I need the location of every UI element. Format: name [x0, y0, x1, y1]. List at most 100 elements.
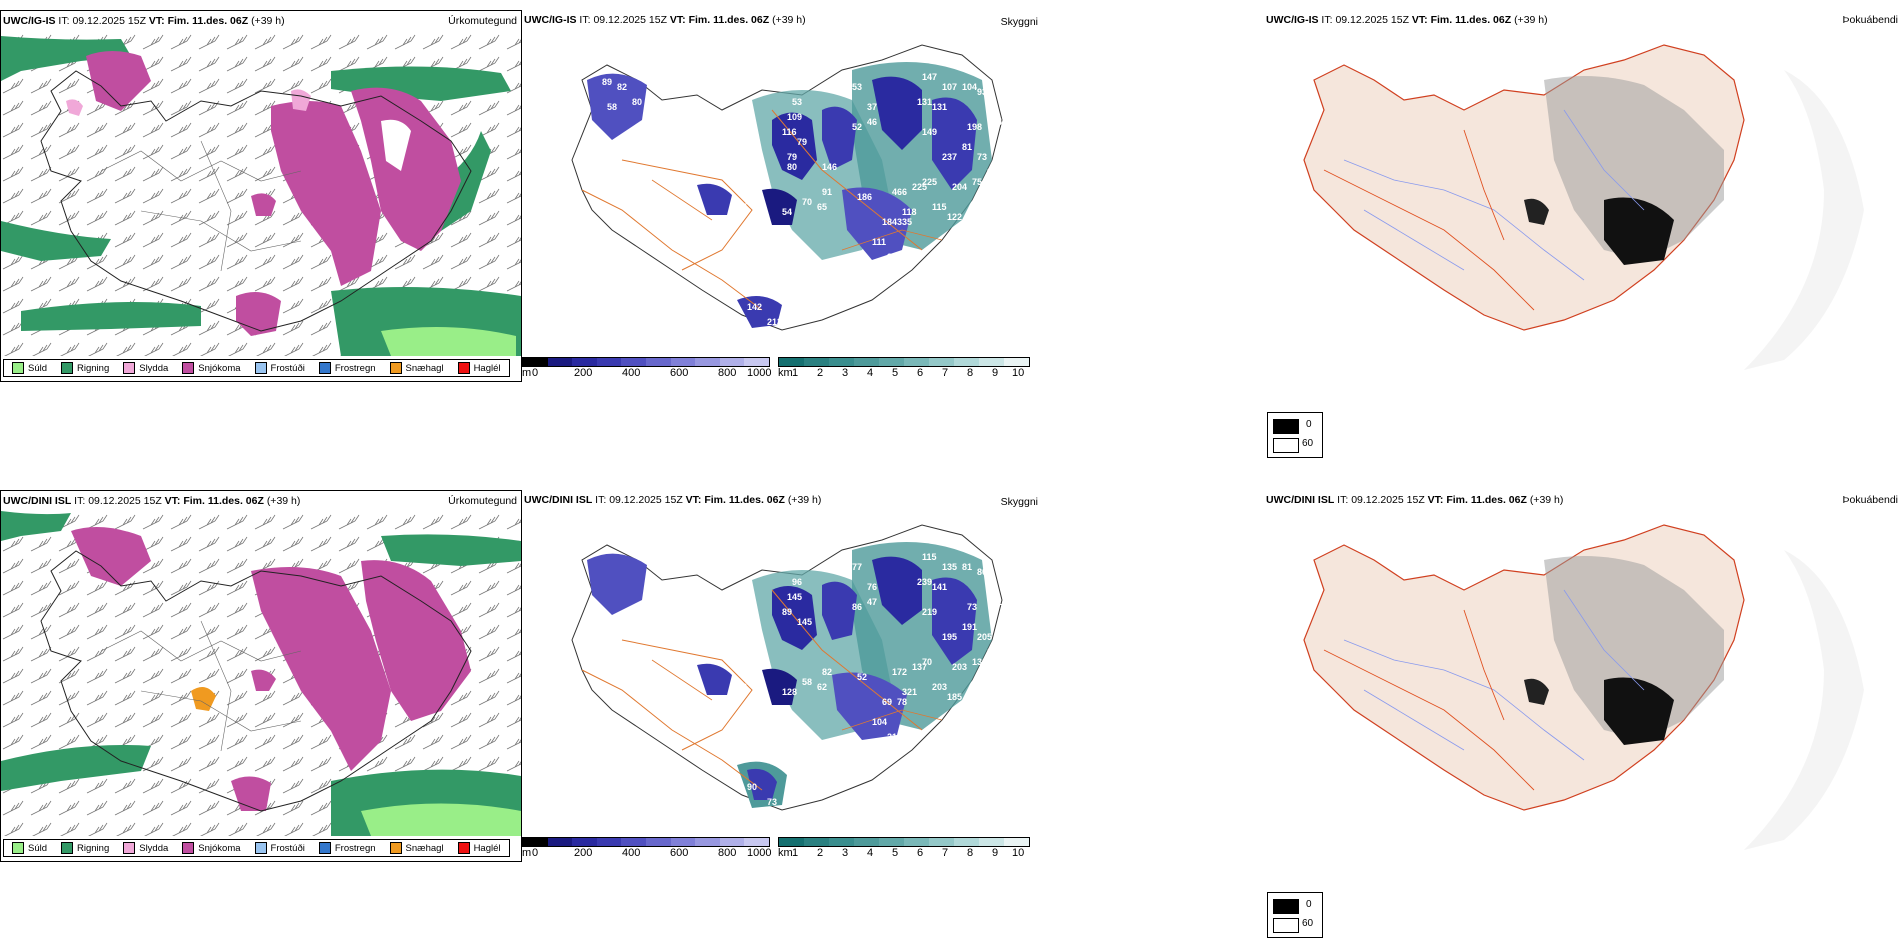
- height-label: 335: [897, 217, 912, 227]
- height-label: 52: [737, 682, 747, 692]
- legend-item: Slydda: [123, 362, 168, 374]
- height-label: 185: [947, 692, 962, 702]
- height-label: 118: [902, 207, 917, 217]
- fog-title-bottom: UWC/DINI ISL IT: 09.12.2025 15Z VT: Fim.…: [1266, 494, 1564, 506]
- height-label: 245: [877, 277, 892, 287]
- legend-item: Haglél: [457, 362, 501, 374]
- vis-scale-tick: 4: [867, 847, 874, 859]
- height-label: 89: [782, 607, 792, 617]
- precip-map-top: [1, 31, 521, 356]
- height-label: 130: [972, 657, 987, 667]
- vis-scale-tick: 4: [867, 367, 874, 379]
- fog-label-bottom: Þokuábendi: [1842, 494, 1898, 506]
- vis-scale-tick: 3: [842, 367, 849, 379]
- height-scale-tick: 600: [670, 847, 689, 859]
- height-label: 225: [912, 182, 927, 192]
- height-label: 195: [942, 632, 957, 642]
- height-label: 16: [637, 132, 647, 142]
- fog-title-top: UWC/IG-IS IT: 09.12.2025 15Z VT: Fim. 11…: [1266, 14, 1548, 26]
- fog-legend-top: 0 60: [1267, 412, 1323, 458]
- precip-map-bottom: [1, 511, 521, 836]
- height-label: 75: [737, 202, 747, 212]
- height-scale-tick: 0: [532, 847, 539, 859]
- height-label: 237: [987, 647, 1002, 657]
- fog-map-top: [1303, 44, 1864, 370]
- fog-legend-bottom: 0 60: [1267, 892, 1323, 938]
- vis-scale-bar-top: [778, 357, 1030, 367]
- height-label: 65: [817, 202, 827, 212]
- height-label: 219: [922, 607, 937, 617]
- height-label: 52: [852, 122, 862, 132]
- height-label: 69: [882, 697, 892, 707]
- visibility-title-top: UWC/IG-IS IT: 09.12.2025 15Z VT: Fim. 11…: [524, 14, 806, 26]
- height-label: 338: [887, 252, 902, 262]
- fog-map-bottom: [1303, 524, 1864, 850]
- height-label: 184: [882, 217, 897, 227]
- legend-item: Snæhagl: [389, 362, 444, 374]
- height-scale-tick: 0: [532, 367, 539, 379]
- height-label: 109: [967, 692, 982, 702]
- height-label: 191: [962, 622, 977, 632]
- visibility-title-bottom: UWC/DINI ISL IT: 09.12.2025 15Z VT: Fim.…: [524, 494, 822, 506]
- legend-item: Rigning: [61, 842, 109, 854]
- height-label: 70: [922, 657, 932, 667]
- vis-scale-tick: 6: [917, 367, 924, 379]
- visibility-label-top: Skyggni: [1000, 16, 1038, 28]
- precip-legend-top: Súld Rigning Slydda Snjókoma Frostúði Fr…: [3, 359, 510, 377]
- height-label: 146: [822, 162, 837, 172]
- vis-scale-tick: 5: [892, 847, 899, 859]
- precip-title-bottom: UWC/DINI ISL IT: 09.12.2025 15Z VT: Fim.…: [3, 495, 301, 507]
- height-label: 70: [802, 197, 812, 207]
- height-label: 205: [977, 632, 992, 642]
- height-label: 37: [867, 102, 877, 112]
- visibility-panel-top: UWC/IG-IS IT: 09.12.2025 15Z VT: Fim. 11…: [522, 10, 1042, 380]
- height-label: 186: [857, 192, 872, 202]
- height-scale-tick: 200: [574, 367, 593, 379]
- height-label: 213: [767, 317, 782, 327]
- height-scale-tick: 600: [670, 367, 689, 379]
- height-label: 128: [782, 687, 797, 697]
- height-label: 53: [852, 82, 862, 92]
- height-label: 58: [607, 102, 617, 112]
- precip-title-top: UWC/IG-IS IT: 09.12.2025 15Z VT: Fim. 11…: [3, 15, 285, 27]
- height-label: 149: [922, 127, 937, 137]
- vis-scale-tick: 7: [942, 847, 949, 859]
- height-label: 225: [922, 177, 937, 187]
- height-label: 52: [877, 757, 887, 767]
- height-label: 52: [652, 152, 662, 162]
- height-scale-bar-bottom: [522, 837, 770, 847]
- vis-scale-unit: km: [778, 847, 793, 859]
- height-label: 141: [932, 582, 947, 592]
- height-label: 203: [932, 682, 947, 692]
- height-label: 78: [897, 697, 907, 707]
- height-label: 109: [787, 112, 802, 122]
- vis-scale-tick: 1: [792, 367, 799, 379]
- vis-scale-tick: 3: [842, 847, 849, 859]
- height-label: 52: [857, 672, 867, 682]
- height-label: 212: [887, 732, 902, 742]
- height-label: 58: [802, 677, 812, 687]
- height-label: 172: [892, 667, 907, 677]
- height-label: 104: [962, 82, 977, 92]
- height-label: 91: [822, 187, 832, 197]
- height-scale-tick: 1000: [747, 367, 772, 379]
- legend-item: Rigning: [61, 362, 109, 374]
- height-scale-bar-top: [522, 357, 770, 367]
- fog-panel-bottom: UWC/DINI ISL IT: 09.12.2025 15Z VT: Fim.…: [1264, 490, 1900, 860]
- legend-item: Frostregn: [318, 362, 376, 374]
- height-label: 54: [782, 207, 792, 217]
- visibility-label-bottom: Skyggni: [1000, 496, 1038, 508]
- height-label: 147: [922, 72, 937, 82]
- height-label: 466: [892, 187, 907, 197]
- legend-item: Frostregn: [318, 842, 376, 854]
- height-label: 145: [787, 592, 802, 602]
- height-label: 79: [787, 152, 797, 162]
- height-label: 76: [867, 582, 877, 592]
- precip-legend-bottom: Súld Rigning Slydda Snjókoma Frostúði Fr…: [3, 839, 510, 857]
- precip-type-label-top: Úrkomutegund: [448, 15, 517, 27]
- height-label: 73: [977, 152, 987, 162]
- height-label: 133: [612, 192, 627, 202]
- height-label: 142: [747, 302, 762, 312]
- height-label: 91: [987, 167, 997, 177]
